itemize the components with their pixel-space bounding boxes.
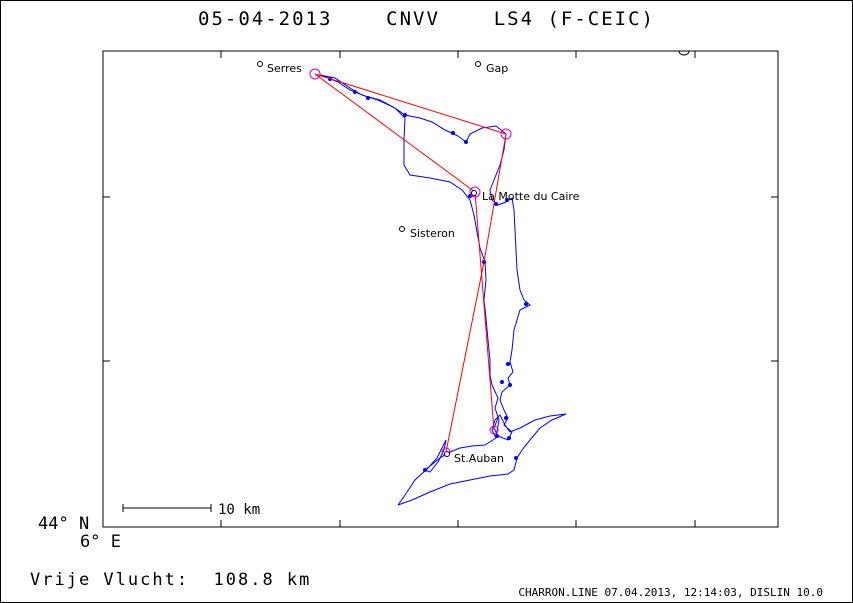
turnpoint-serres [309,68,321,80]
track-markers [328,77,528,472]
turnpoint-la-motte [469,186,481,198]
town-marker-la-motte-du-caire [471,190,477,196]
town-markers [257,61,481,457]
corner-marker [678,50,690,56]
latitude-label: 44° N [38,514,90,534]
software-credit: CHARRON.LINE 07.04.2013, 12:14:03, DISLI… [518,586,823,599]
town-marker-serres [257,61,263,67]
town-label-la-motte-du-caire: La Motte du Caire [482,190,580,203]
town-marker-st-auban [444,451,450,457]
map-frame [102,50,779,528]
town-label-serres: Serres [267,62,302,75]
task-legs [314,73,507,453]
town-label-gap: Gap [486,62,508,75]
turnpoint-gap-area [500,128,512,140]
axis-ticks [103,51,778,527]
scale-bar-label: 10 km [218,502,260,518]
flight-title: 05-04-2013 CNVV LS4 (F-CEIC) [198,8,655,30]
flight-track [319,74,567,506]
town-marker-sisteron [399,226,405,232]
free-flight-distance: Vrije Vlucht: 108.8 km [30,570,312,590]
longitude-label: 6° E [80,532,121,552]
town-marker-gap [475,61,481,67]
town-label-st-auban: St.Auban [454,452,504,465]
turnpoint-finish [489,425,499,435]
town-label-sisteron: Sisteron [410,227,455,240]
scale-bar [122,504,212,512]
